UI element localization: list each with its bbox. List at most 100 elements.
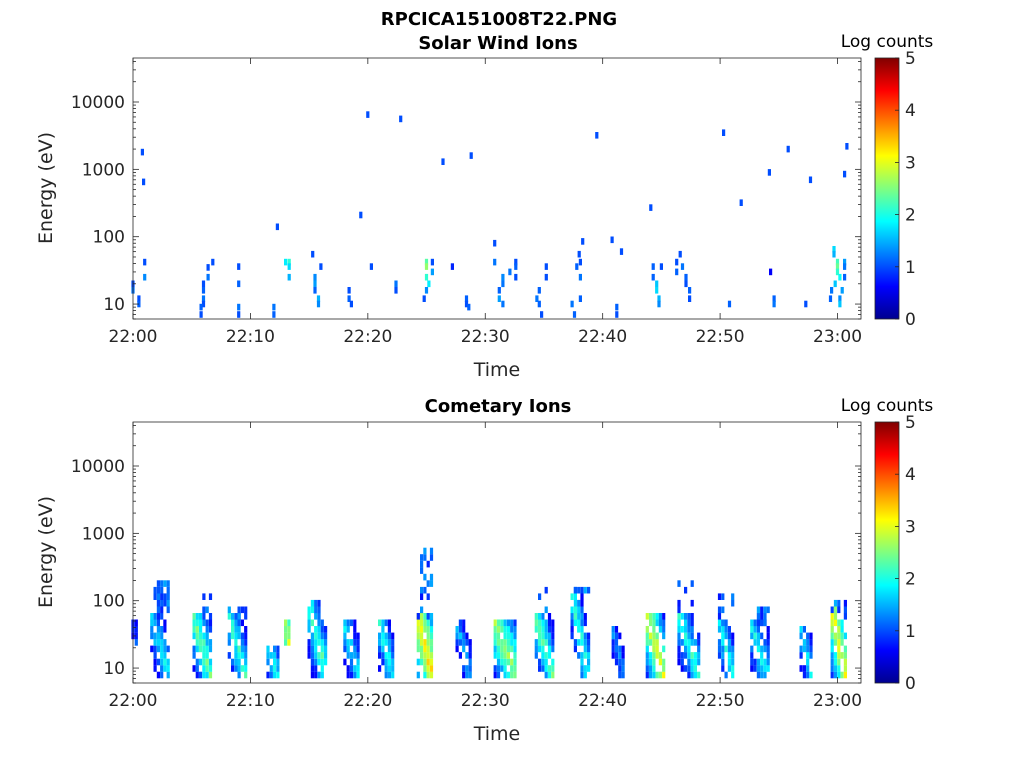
spectrogram-cell	[205, 665, 209, 672]
spectrogram-cell	[349, 665, 354, 672]
spectrogram-cell	[381, 632, 385, 640]
spectrogram-cell	[570, 613, 574, 620]
spectrogram-cell	[468, 665, 472, 672]
spectrogram-cell	[551, 626, 555, 633]
spectrogram-cell	[645, 626, 649, 633]
spectrogram-cell	[843, 170, 847, 178]
spectrogram-cell	[284, 639, 288, 646]
spectrogram-cell	[211, 258, 215, 266]
spectrogram-cell	[317, 626, 321, 633]
spectrogram-cell	[690, 671, 694, 679]
spectrogram-cell	[513, 639, 517, 646]
spectrogram-cell	[163, 580, 167, 587]
spectrogram-cell	[501, 280, 505, 288]
spectrogram-cell	[687, 658, 691, 666]
spectrogram-cell	[227, 632, 231, 640]
spectrogram-cell	[391, 665, 395, 672]
spectrogram-cell	[541, 665, 545, 672]
spectrogram-cell	[541, 658, 545, 666]
y-tick-label: 10	[103, 659, 125, 679]
spectrogram-cell	[394, 287, 398, 294]
spectrogram-cell	[513, 658, 517, 666]
spectrogram-cell	[387, 658, 391, 666]
spectrogram-cell	[684, 645, 688, 653]
spectrogram-cell	[426, 665, 430, 672]
spectrogram-cell	[538, 658, 542, 666]
spectrogram-cell	[156, 593, 160, 600]
spectrogram-cell	[684, 626, 688, 633]
spectrogram-cell	[195, 632, 199, 640]
spectrogram-cell	[237, 652, 241, 659]
spectrogram-cell	[156, 613, 160, 620]
spectrogram-cell	[156, 606, 160, 614]
spectrogram-cell	[544, 626, 548, 633]
spectrogram-cell	[496, 619, 501, 627]
spectrogram-cell	[687, 619, 691, 627]
spectrogram-cell	[577, 586, 581, 594]
spectrogram-cell	[465, 632, 469, 640]
spectrogram-cell	[163, 652, 167, 659]
spectrogram-cell	[544, 619, 548, 627]
spectrogram-cell	[156, 599, 160, 607]
spectrogram-cell	[234, 652, 238, 659]
colorbar-tick-label: 2	[905, 206, 916, 226]
spectrogram-cell	[307, 652, 311, 659]
spectrogram-cell	[493, 619, 497, 627]
spectrogram-cell	[551, 658, 555, 666]
spectrogram-cell	[273, 645, 277, 653]
spectrogram-cell	[317, 658, 321, 666]
spectrogram-cell	[346, 645, 350, 653]
spectrogram-cell	[240, 639, 244, 646]
spectrogram-cell	[234, 626, 238, 633]
spectrogram-cell	[244, 652, 248, 659]
spectrogram-cell	[205, 645, 209, 653]
spectrogram-cell	[760, 652, 764, 659]
spectrogram-cell	[231, 632, 235, 640]
spectrogram-cell	[843, 606, 847, 614]
spectrogram-cell	[208, 619, 213, 627]
spectrogram-cell	[206, 264, 210, 271]
spectrogram-cell	[500, 645, 504, 653]
spectrogram-cell	[166, 645, 170, 653]
spectrogram-cell	[652, 619, 656, 627]
spectrogram-cell	[832, 250, 836, 258]
spectrogram-cell	[721, 593, 725, 600]
spectrogram-cell	[538, 593, 542, 600]
spectrogram-cell	[727, 645, 731, 653]
spectrogram-cell	[551, 639, 555, 646]
spectrogram-cell	[420, 606, 424, 614]
spectrogram-cell	[429, 547, 434, 555]
spectrogram-cell	[163, 599, 167, 607]
spectrogram-cell	[317, 613, 321, 620]
spectrogram-cell	[324, 639, 328, 646]
spectrogram-cell	[652, 652, 656, 659]
spectrogram-cell	[750, 645, 754, 653]
spectrogram-cell	[153, 658, 157, 666]
colorbar-tick-label: 4	[905, 101, 916, 121]
spectrogram-cell	[760, 606, 764, 614]
spectrogram-cell	[156, 645, 160, 653]
spectrogram-cell	[240, 652, 244, 659]
spectrogram-cell	[240, 606, 244, 614]
spectrogram-cell	[652, 658, 656, 666]
spectrogram-cell	[163, 645, 167, 653]
spectrogram-cell	[657, 295, 661, 302]
spectrogram-cell	[166, 599, 170, 607]
spectrogram-cell	[611, 639, 615, 646]
spectrogram-cell	[583, 652, 587, 659]
colorbar-tick-label: 5	[905, 49, 916, 69]
spectrogram-cell	[580, 599, 584, 607]
spectrogram-cell	[513, 665, 517, 672]
spectrogram-cell	[192, 632, 196, 640]
spectrogram-cell	[538, 632, 542, 640]
spectrogram-cell	[387, 652, 391, 659]
spectrogram-cell	[160, 593, 164, 600]
y-tick-label: 10000	[71, 93, 125, 113]
spectrogram-cell	[760, 671, 764, 679]
spectrogram-cell	[843, 613, 847, 620]
spectrogram-cell	[697, 671, 701, 679]
spectrogram-cell	[573, 613, 577, 620]
x-tick-label: 22:00	[109, 327, 158, 347]
spectrogram-cell	[727, 665, 731, 672]
spectrogram-cell	[310, 599, 314, 607]
